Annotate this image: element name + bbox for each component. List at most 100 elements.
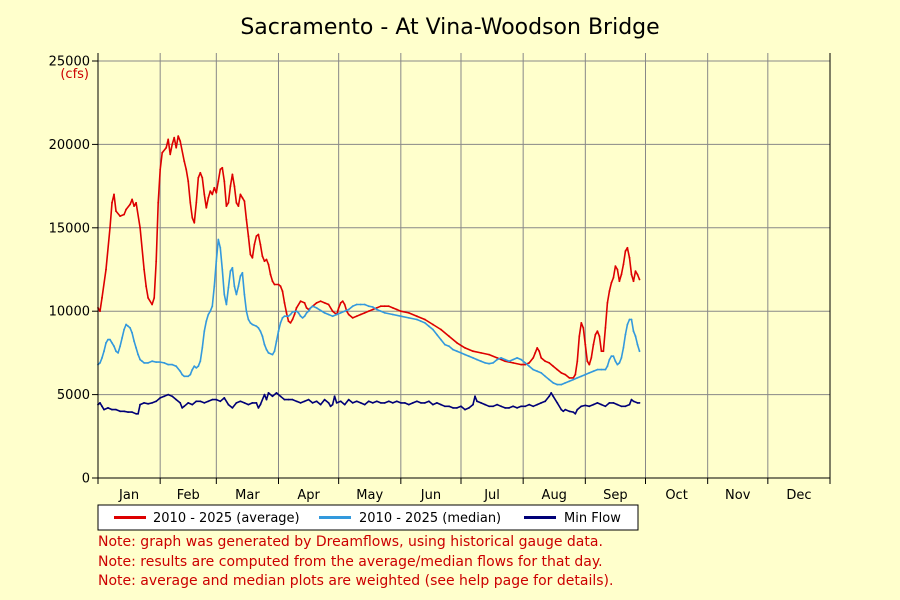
data-point: [436, 333, 438, 336]
data-point: [221, 166, 224, 169]
data-point: [335, 402, 338, 404]
data-point: [277, 283, 280, 286]
data-point: [600, 350, 603, 353]
data-point: [137, 353, 140, 356]
data-point: [500, 405, 502, 408]
data-point: [107, 338, 109, 341]
data-point: [187, 375, 190, 378]
data-point: [133, 340, 136, 343]
data-point: [534, 352, 537, 354]
data-point: [416, 400, 418, 403]
data-point: [412, 402, 414, 404]
data-point: [500, 357, 502, 359]
data-point: [610, 281, 613, 284]
data-point: [464, 353, 466, 356]
data-point: [219, 400, 222, 403]
data-point: [612, 402, 615, 404]
data-point: [520, 405, 523, 408]
data-point: [271, 395, 274, 398]
data-point: [536, 403, 539, 406]
data-point: [283, 302, 286, 304]
data-point: [632, 280, 635, 283]
data-point: [580, 375, 583, 378]
data-point: [287, 398, 290, 401]
data-point: [564, 408, 567, 411]
data-point: [363, 403, 366, 406]
data-point: [379, 402, 382, 404]
data-point: [155, 260, 158, 263]
data-point: [586, 360, 589, 363]
data-point: [203, 193, 206, 196]
data-point: [309, 307, 312, 309]
data-point: [383, 312, 386, 314]
data-point: [191, 403, 194, 406]
data-point: [624, 250, 627, 253]
data-point: [632, 330, 635, 333]
data-point: [179, 140, 182, 143]
grid: [98, 53, 830, 479]
data-point: [528, 403, 531, 406]
data-point: [399, 402, 402, 404]
data-point: [460, 352, 462, 354]
note-line: Note: results are computed from the aver…: [98, 553, 603, 570]
data-point: [255, 325, 258, 328]
x-tick-label: Aug: [542, 488, 567, 503]
notes: Note: graph was generated by Dreamflows,…: [98, 533, 613, 592]
data-point: [179, 370, 182, 373]
data-point: [197, 365, 200, 368]
data-point: [548, 378, 551, 381]
data-point: [251, 323, 254, 326]
data-point: [604, 327, 607, 329]
data-point: [265, 258, 268, 261]
data-point: [630, 398, 633, 401]
data-point: [528, 362, 531, 364]
data-point: [281, 290, 284, 293]
data-point: [391, 402, 394, 404]
data-point: [367, 310, 370, 313]
data-point: [151, 402, 154, 404]
data-point: [167, 363, 170, 366]
data-point: [424, 318, 426, 321]
note-line: Note: graph was generated by Dreamflows,…: [98, 534, 603, 550]
data-point: [560, 383, 563, 386]
x-tick-label: Jul: [483, 488, 500, 503]
data-point: [231, 173, 234, 176]
data-point: [213, 285, 216, 288]
data-point: [217, 180, 220, 183]
data-point: [299, 300, 302, 303]
data-point: [496, 357, 498, 359]
data-point: [283, 398, 286, 401]
data-point: [480, 360, 482, 363]
data-point: [628, 403, 631, 406]
data-point: [289, 313, 292, 316]
data-point: [516, 407, 518, 409]
data-point: [407, 312, 410, 314]
data-point: [201, 347, 204, 349]
data-point: [588, 372, 591, 374]
data-point: [307, 310, 310, 313]
data-point: [119, 410, 121, 413]
data-point: [327, 313, 330, 316]
data-point: [572, 377, 575, 379]
data-point: [113, 345, 115, 348]
data-point: [544, 360, 547, 363]
data-point: [303, 302, 306, 304]
data-point: [432, 323, 434, 326]
data-point: [101, 357, 103, 359]
data-point: [496, 358, 498, 361]
data-point: [159, 397, 162, 399]
data-point: [460, 405, 462, 408]
data-point: [227, 403, 230, 406]
data-point: [153, 297, 156, 299]
data-point: [576, 377, 579, 379]
data-point: [157, 201, 160, 204]
series-group: [97, 392, 641, 415]
data-point: [259, 403, 262, 406]
data-point: [183, 375, 186, 378]
data-point: [367, 305, 370, 308]
data-point: [387, 305, 390, 308]
data-point: [552, 365, 555, 368]
data-point: [197, 176, 200, 179]
data-point: [299, 402, 302, 404]
data-point: [175, 365, 178, 368]
